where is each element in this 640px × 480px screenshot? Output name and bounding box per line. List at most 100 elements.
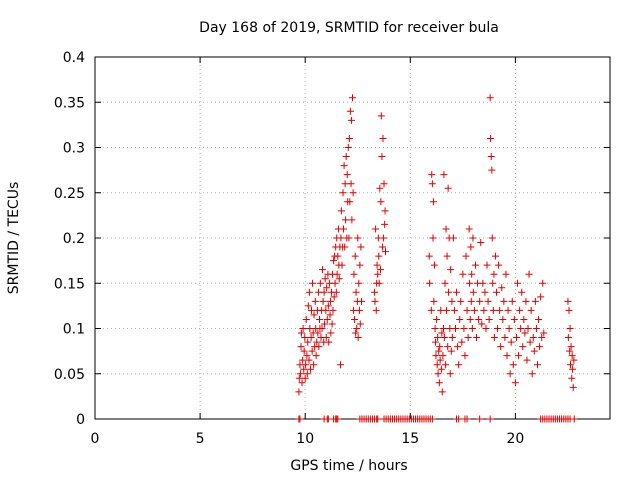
data-point [535, 315, 543, 323]
data-point [356, 320, 364, 328]
data-point [337, 207, 345, 215]
data-point [342, 216, 350, 224]
data-point [433, 361, 441, 369]
data-point [448, 297, 456, 305]
data-point [524, 325, 532, 332]
data-point [497, 343, 505, 351]
data-point [475, 315, 483, 323]
data-point [371, 297, 379, 305]
data-point [517, 325, 525, 332]
data-point [467, 297, 475, 305]
data-point [337, 361, 345, 369]
data-point [311, 297, 319, 305]
data-point [537, 293, 545, 301]
data-point [470, 306, 478, 314]
data-point [426, 279, 434, 287]
data-point [376, 184, 384, 192]
data-point [427, 306, 435, 314]
data-point [490, 270, 498, 278]
data-point [468, 270, 476, 278]
data-point [314, 329, 322, 337]
data-point [355, 279, 363, 287]
data-point [296, 415, 304, 423]
data-point [566, 347, 574, 355]
data-point [341, 180, 349, 188]
data-point [326, 311, 334, 319]
data-point [502, 270, 510, 278]
data-point [494, 325, 502, 332]
data-point [319, 297, 327, 305]
data-point [313, 338, 321, 346]
data-point [476, 415, 484, 423]
data-point [539, 279, 547, 287]
data-point [504, 306, 512, 314]
data-point [323, 315, 331, 323]
data-point [455, 415, 463, 423]
data-point [450, 306, 458, 314]
data-point [310, 361, 318, 369]
data-point [489, 279, 497, 287]
x-tick-label: 10 [296, 431, 314, 447]
data-point [303, 370, 311, 378]
data-point [357, 243, 365, 251]
data-point [374, 415, 382, 423]
x-axis-label: GPS time / hours [290, 458, 407, 474]
data-point [520, 315, 528, 323]
data-point [297, 329, 305, 337]
data-point [495, 261, 503, 269]
data-point [308, 306, 316, 314]
data-point [473, 334, 481, 342]
data-point [459, 270, 467, 278]
y-tick-label: 0.3 [63, 141, 85, 157]
data-point [430, 297, 438, 305]
data-point [538, 334, 546, 342]
data-point [527, 306, 535, 314]
data-point [330, 293, 338, 301]
data-point [302, 361, 310, 369]
x-tick-label: 20 [506, 431, 524, 447]
data-point [531, 297, 539, 305]
data-point [439, 352, 447, 360]
data-point [428, 171, 436, 179]
data-point [444, 184, 452, 192]
data-point [510, 315, 518, 323]
data-point [301, 334, 309, 342]
data-point [468, 325, 476, 332]
data-point [460, 325, 468, 332]
y-tick-label: 0.15 [54, 276, 85, 292]
data-point [371, 288, 379, 296]
data-point [321, 320, 329, 328]
data-point [316, 279, 324, 287]
data-point [325, 338, 333, 346]
data-point [379, 234, 387, 242]
data-point [490, 334, 498, 342]
data-point [533, 361, 541, 369]
data-point [342, 153, 350, 161]
data-point [518, 288, 526, 296]
data-point [440, 334, 448, 342]
data-point [479, 279, 487, 287]
data-point [310, 311, 318, 319]
data-point [382, 248, 390, 256]
data-point [318, 325, 326, 332]
data-point [352, 329, 360, 337]
data-point [436, 343, 444, 351]
data-point [304, 302, 312, 310]
data-point [335, 275, 343, 283]
data-point [566, 325, 574, 332]
data-point [452, 325, 459, 332]
data-point [306, 325, 314, 332]
data-point [569, 365, 577, 373]
y-tick-label: 0.25 [54, 186, 85, 202]
data-point [488, 234, 496, 242]
data-point [343, 171, 351, 179]
data-point [442, 361, 450, 369]
data-point [491, 252, 499, 260]
data-point [337, 234, 345, 242]
data-point [312, 352, 320, 360]
data-point [308, 347, 316, 355]
data-point [372, 306, 380, 314]
data-point [374, 270, 382, 278]
y-tick-label: 0.35 [54, 95, 85, 111]
data-point [565, 306, 573, 314]
